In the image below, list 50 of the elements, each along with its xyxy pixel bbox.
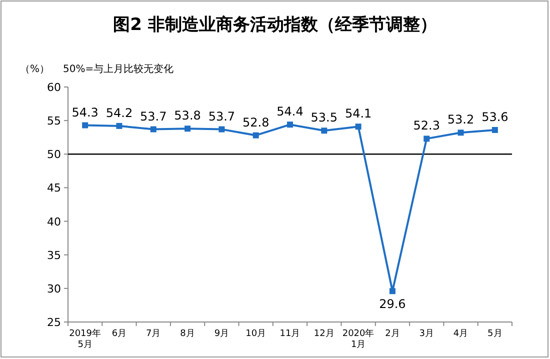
data-label: 54.3: [72, 105, 98, 120]
point: [287, 122, 293, 128]
x-tick-label: 2019年 5月: [69, 328, 102, 350]
point: [252, 132, 259, 138]
y-tick-label: 25: [47, 316, 61, 329]
y-axis-title: （%）: [20, 64, 50, 75]
data-label: 53.8: [174, 108, 201, 123]
y-tick-label: 40: [47, 215, 61, 228]
point: [492, 126, 498, 133]
x-tick-label: 3月: [419, 329, 434, 339]
x-tick-label: 7月: [146, 329, 161, 339]
data-label: 53.5: [310, 110, 338, 125]
data-label: 52.3: [413, 118, 440, 133]
point: [355, 124, 362, 130]
x-tick-label: 2月: [385, 329, 400, 339]
x-tick-label: 9月: [214, 329, 230, 339]
data-label: 54.1: [344, 106, 372, 121]
x-tick-label: 2020年 1月: [342, 328, 374, 350]
data-label: 53.2: [447, 112, 474, 127]
data-label: 52.8: [242, 115, 270, 130]
point: [82, 122, 88, 128]
data-label: 53.7: [140, 109, 167, 124]
point: [218, 126, 225, 132]
y-tick-label: 50: [47, 148, 61, 162]
x-tick-label: 4月: [453, 329, 468, 339]
y-tick-label: 45: [47, 182, 61, 195]
text: 50%=与上月比较无变化: [63, 63, 174, 75]
x-tick-label: 5月: [488, 329, 502, 339]
point: [184, 126, 191, 132]
x-tick-label: 10月: [246, 329, 266, 339]
y-tick-label: 30: [47, 282, 61, 296]
data-label: 53.6: [482, 110, 508, 124]
x-tick-label: 6月: [112, 329, 127, 339]
x-tick-label: 12月: [314, 329, 334, 339]
chart-title: 图2 非制造业商务活动指数（经季节调整）: [113, 15, 437, 35]
point: [458, 130, 464, 136]
point: [389, 288, 396, 294]
data-label: 54.4: [276, 104, 304, 119]
y-tick-label: 60: [47, 81, 61, 94]
data-label: 29.6: [379, 297, 406, 312]
x-tick-label: 11月: [280, 329, 300, 339]
x-tick-label: 8月: [180, 329, 195, 339]
data-label: 54.2: [106, 106, 133, 120]
point: [424, 136, 430, 142]
y-tick-label: 55: [47, 114, 61, 128]
point: [321, 128, 328, 134]
point: [116, 122, 122, 129]
y-tick-label: 35: [47, 248, 61, 262]
data-label: 53.7: [208, 109, 236, 124]
point: [150, 126, 156, 132]
